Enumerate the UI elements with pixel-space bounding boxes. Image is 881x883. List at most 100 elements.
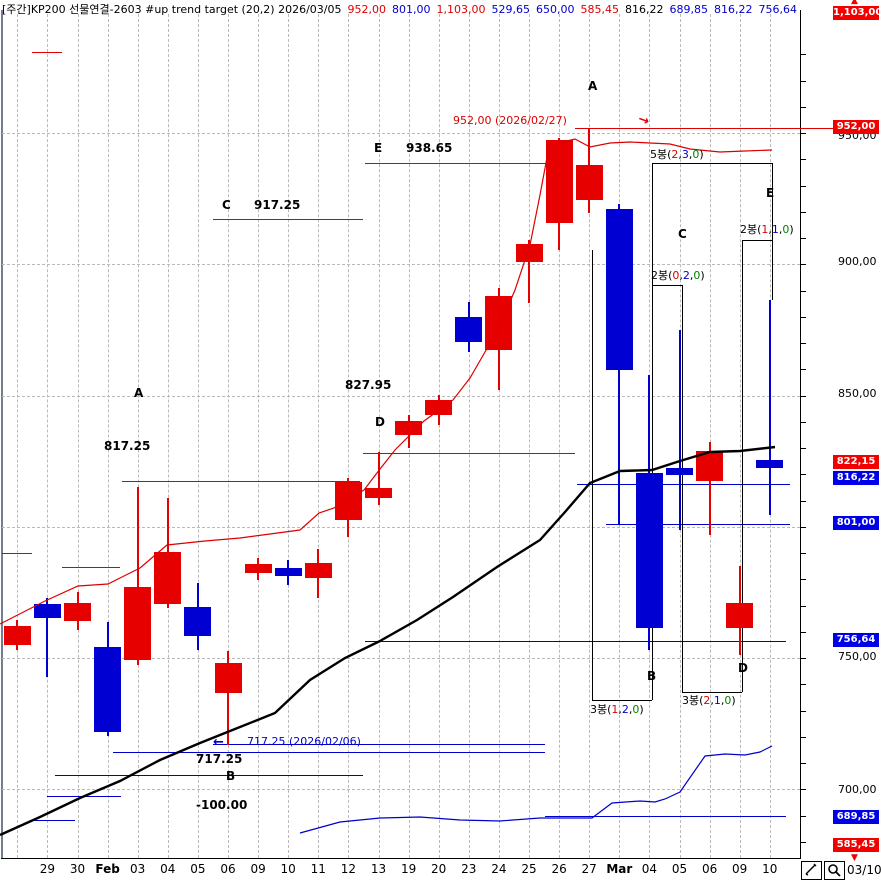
vertical-gridline [77,14,79,858]
draw-tool-button[interactable] [801,861,822,880]
x-axis-label: 12 [340,862,357,876]
price-badge: 816,22 [833,471,879,485]
count-label-part: , [778,223,783,236]
price-badge: 1,103,00 [833,6,881,20]
y-axis-tick [801,815,806,817]
count-label-part: 2 [671,148,679,161]
y-axis-tick [801,395,806,397]
bracket-horizontal-line [652,163,772,164]
candle-up [124,586,152,660]
x-axis-label: 29 [39,862,56,876]
candle-up [64,602,91,621]
candle-down [635,473,663,629]
bracket-horizontal-line [652,285,682,286]
vertical-gridline [498,14,500,858]
count-label: 3봉(1,2,0) [590,701,644,717]
count-label-part: , [628,703,633,716]
count-label-part: , [689,269,694,282]
count-label-part: 0 [632,703,640,716]
y-axis-tick [801,500,806,502]
annotation-label: A [134,386,144,400]
zoom-tool-button[interactable] [824,861,845,880]
level-line [55,775,363,777]
magnifier-icon [828,864,841,877]
count-label-part: 2 [682,269,690,282]
y-axis-tick [801,421,806,423]
bracket-horizontal-line [741,240,772,241]
horizontal-gridline [2,658,800,659]
annotation-arrow-icon: ← [213,735,224,750]
y-axis-tick [801,658,806,659]
y-axis-tick [801,211,806,213]
x-axis-label: 13 [370,862,387,876]
y-axis-tick [801,763,806,764]
last-date-label: 03/10 [847,863,881,877]
candle-down [184,606,212,636]
annotation-label: B [647,669,657,683]
annotation-label: D [738,661,748,675]
annotation-label: 952,00 (2026/02/27) [453,114,567,127]
candle-up [3,625,31,645]
count-label-part: 2봉( [740,223,762,236]
horizontal-gridline [2,264,800,266]
x-axis-label: Feb [95,862,120,876]
pencil-icon [805,863,817,876]
y-axis-line [800,10,801,859]
vertical-gridline [167,14,169,858]
chart-title-bar: [주간]KP200 선물연결-2603 #up trend target (20… [2,1,803,17]
count-label-part: , [618,703,622,716]
candle-up [154,551,182,604]
count-label-part: 0 [692,148,700,161]
price-badge: 952,00 [833,120,879,134]
count-label-part: , [688,148,693,161]
y-axis-tick [801,80,806,82]
candle-up [365,488,392,499]
annotation-label: 817.25 [104,439,151,453]
title-indicator-value: 529,65 [491,3,530,16]
price-badge: 801,00 [833,516,879,530]
title-indicator-value: 756,64 [758,3,797,16]
title-indicator-value: 585,45 [580,3,619,16]
vertical-gridline [348,14,350,858]
y-axis-tick [801,631,806,633]
horizontal-gridline [2,789,800,791]
candle-up [726,602,754,629]
annotation-label: B [226,769,236,783]
y-axis-tick [801,448,806,449]
y-axis-tick [801,789,806,791]
bracket-vertical-line [682,285,683,692]
y-axis-tick [801,369,806,371]
annotation-label: 717.25 (2026/02/06) [247,735,361,748]
annotation-label: 827.95 [345,378,392,392]
candle-up [334,482,362,521]
count-label-part: 0 [672,269,680,282]
x-axis-label: 30 [69,862,86,876]
count-label-part: , [710,694,714,707]
annotation-label: E [374,141,383,155]
price-badge: 822,15 [833,455,879,469]
vertical-gridline [17,14,19,858]
count-label-part: ) [789,223,794,236]
level-line [365,162,570,164]
count-label-part: , [679,269,683,282]
level-line [575,127,833,129]
title-indicator-value: 650,00 [535,3,575,16]
y-axis-tick [801,159,806,161]
candle-up [485,296,513,351]
count-label-part: , [678,148,682,161]
candle-up [425,400,453,416]
y-axis-label: 850,00 [838,387,877,400]
count-label-part: 0 [693,269,701,282]
count-label-part: ) [639,703,644,716]
y-axis-tick [801,290,806,292]
candle-up [395,421,423,436]
price-badge: 689,85 [833,810,879,824]
count-label-part: ) [700,269,705,282]
count-label: 3봉(2,1,0) [682,692,736,708]
candle-up [304,563,332,579]
x-axis-label: 24 [491,862,507,876]
price-badge-arrow-icon: ▼ [851,853,858,863]
x-axis-label: 06 [220,862,236,876]
annotation-label: C [678,227,687,241]
x-axis-label: 19 [400,862,417,876]
